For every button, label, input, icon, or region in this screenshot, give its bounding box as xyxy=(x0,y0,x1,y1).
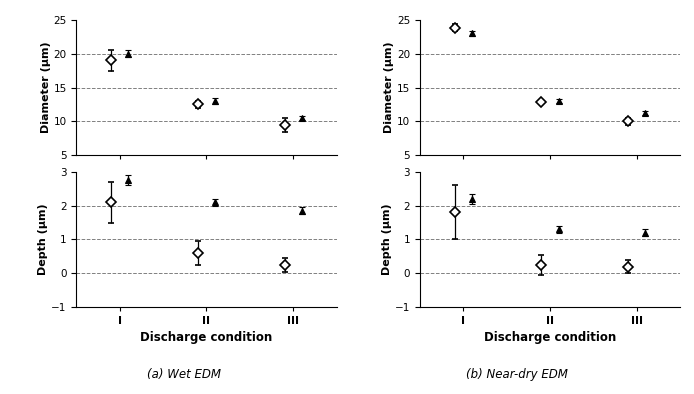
X-axis label: Discharge condition: Discharge condition xyxy=(484,331,616,344)
Y-axis label: Depth (μm): Depth (μm) xyxy=(38,204,49,275)
Y-axis label: Diameter (μm): Diameter (μm) xyxy=(40,42,51,133)
Y-axis label: Depth (μm): Depth (μm) xyxy=(382,204,392,275)
Y-axis label: Diameter (μm): Diameter (μm) xyxy=(384,42,394,133)
Text: (b) Near-dry EDM: (b) Near-dry EDM xyxy=(466,368,568,381)
Text: (a) Wet EDM: (a) Wet EDM xyxy=(147,368,221,381)
X-axis label: Discharge condition: Discharge condition xyxy=(140,331,273,344)
